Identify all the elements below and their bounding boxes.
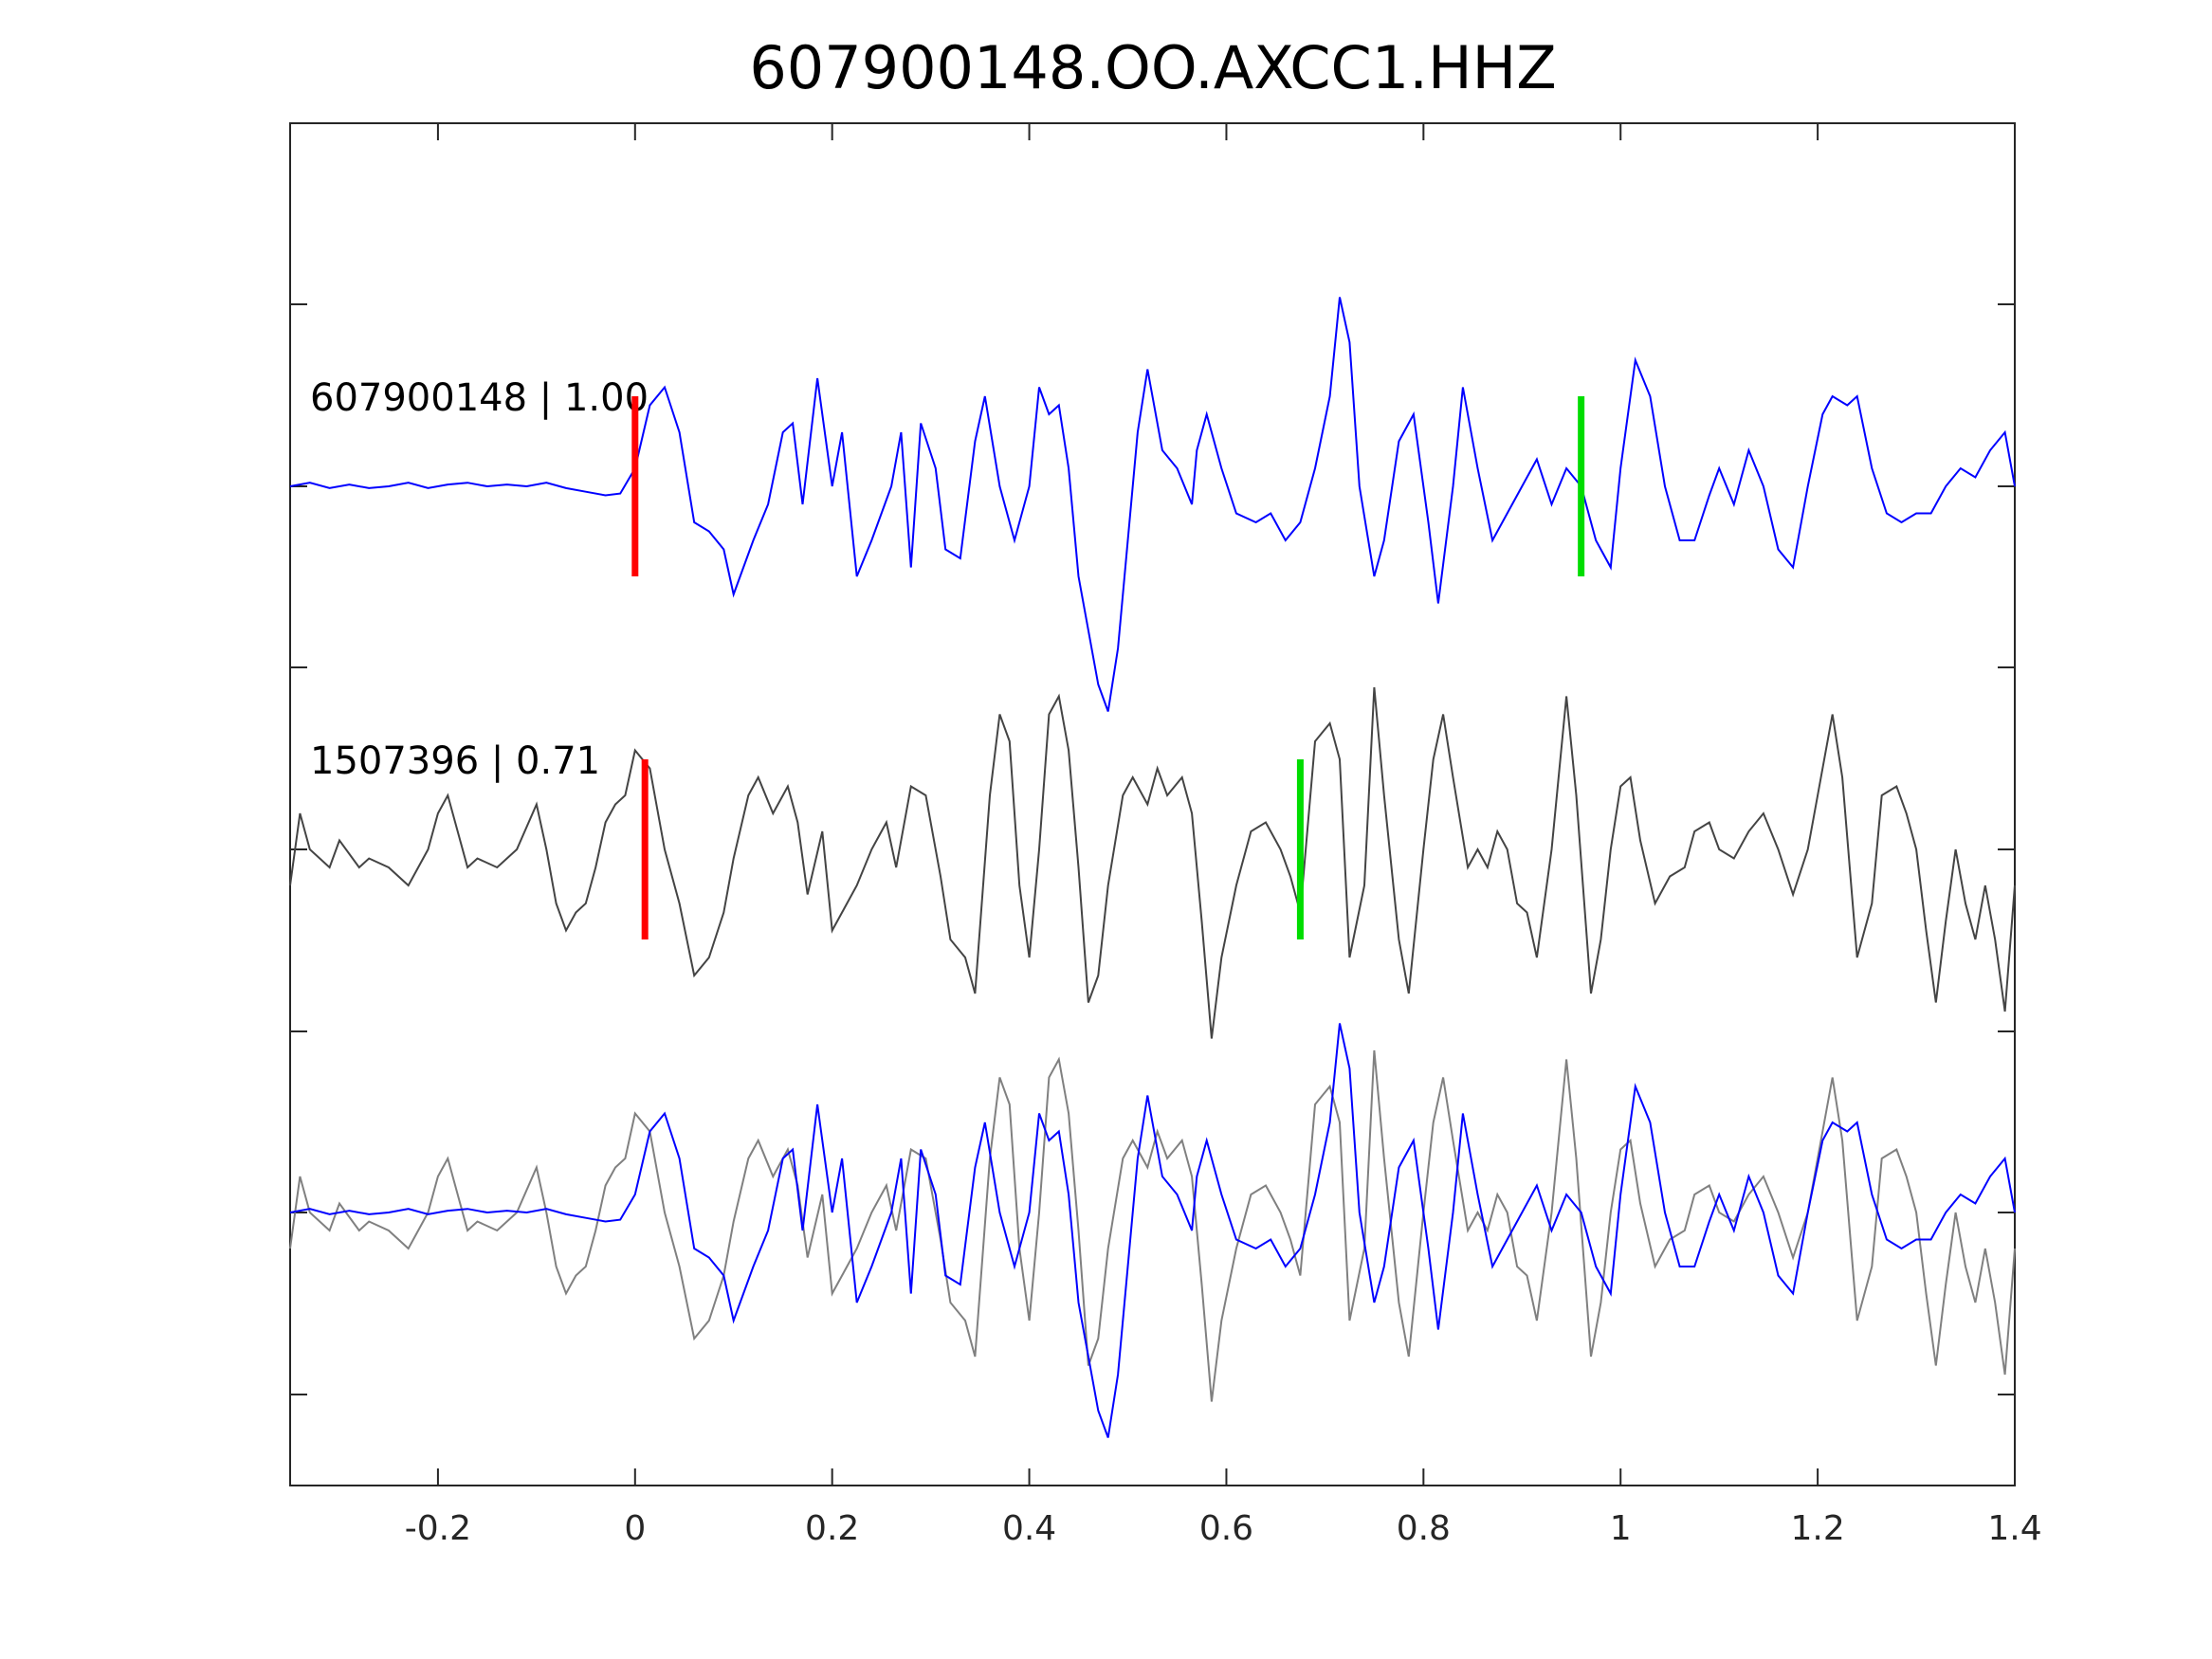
x-tick-label: 0.6 [1199,1509,1253,1548]
trace-label-607900148: 607900148 | 1.00 [310,376,649,420]
x-tick-label: 0.8 [1397,1509,1451,1548]
trace-label-1507396: 1507396 | 0.71 [310,739,600,783]
x-tick-label: 0 [624,1509,646,1548]
x-tick-label: -0.2 [405,1509,471,1548]
x-tick-label: 1.2 [1790,1509,1844,1548]
plot-area: -0.2 0 0.2 0.4 0.6 0.8 1 1.2 1.4 607900148 | 1.00… [289,122,2042,1548]
x-tick-label: 0.4 [1002,1509,1056,1548]
trace-line-1507396 [289,686,2016,1039]
x-tick-label: 1.4 [1987,1509,2041,1548]
overlay-trace-607900148 [289,1023,2016,1438]
trace-line-607900148 [289,297,2016,712]
axes-frame [289,122,2016,1486]
overlay-trace-1507396 [289,1049,2016,1402]
x-tick-label: 1 [1610,1509,1632,1548]
chart-title: 607900148.OO.AXCC1.HHZ [749,33,1556,102]
x-tick-label: 0.2 [805,1509,859,1548]
